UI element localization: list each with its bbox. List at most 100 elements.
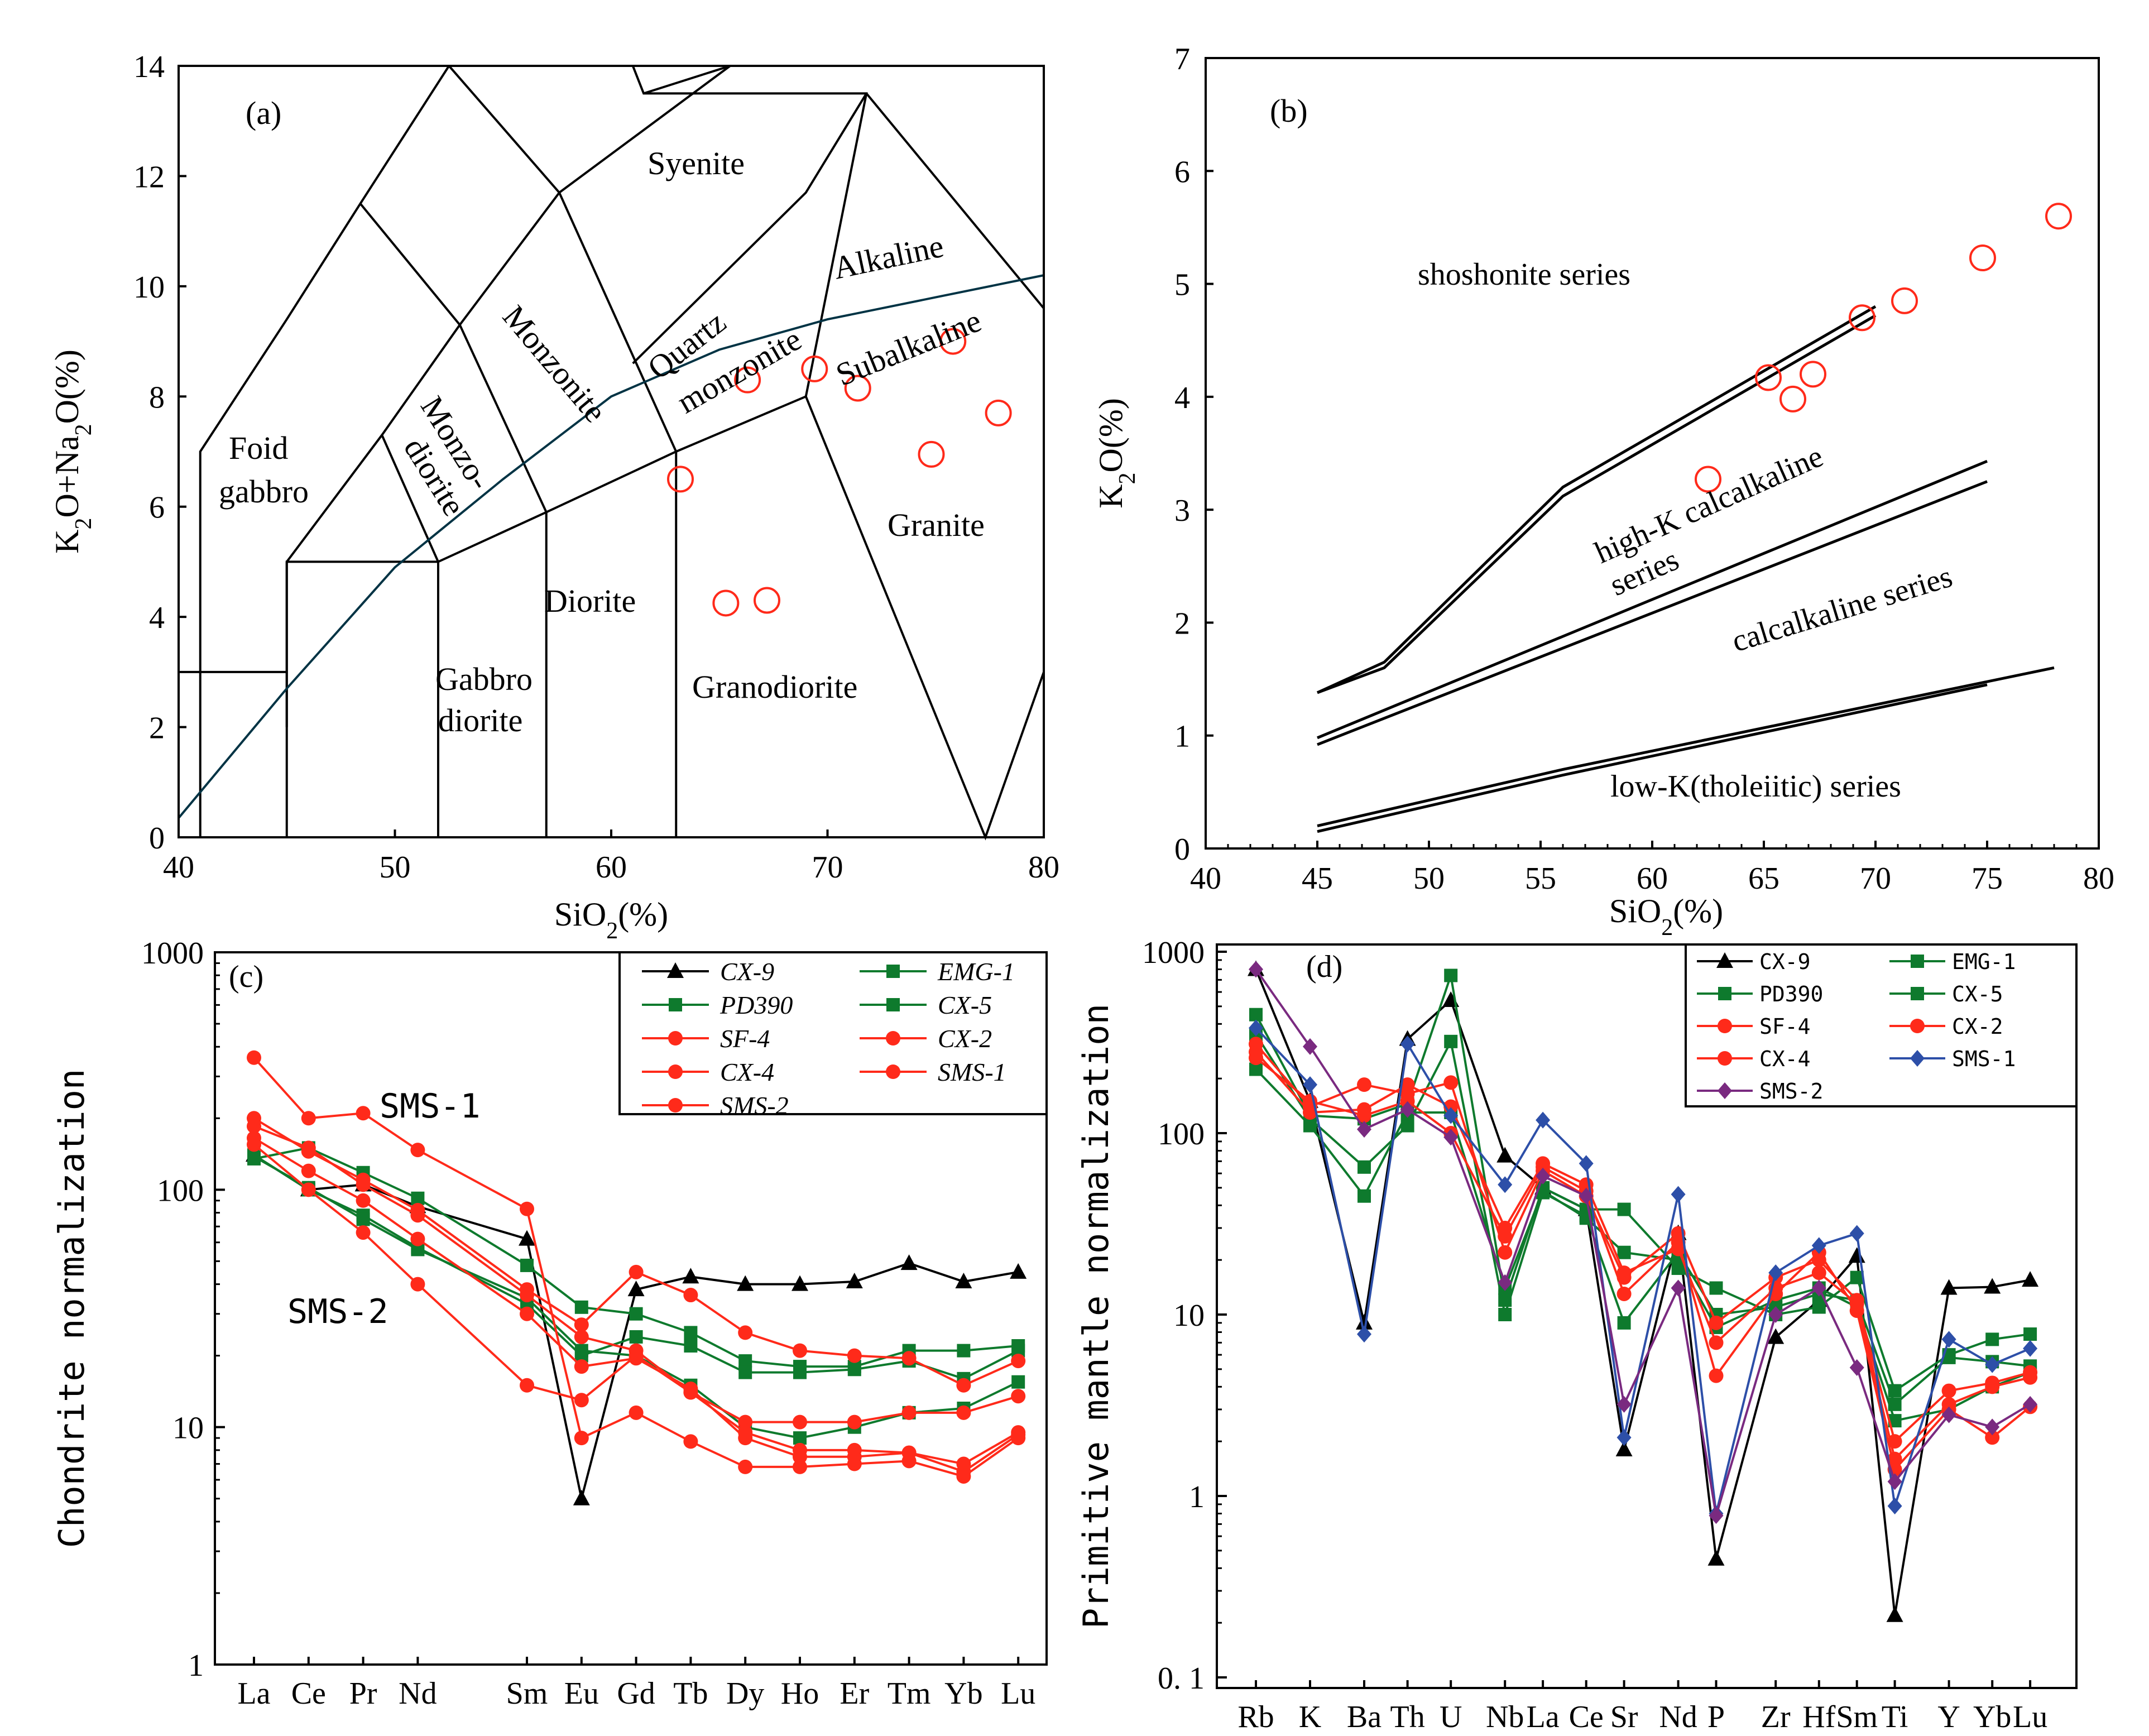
d-point-SMS-1-Ti <box>1887 1498 1902 1515</box>
c-point-SMS-2-Er <box>847 1442 862 1457</box>
d-point-SMS-2-P <box>1709 1507 1724 1524</box>
d-legend-marker <box>1718 987 1731 1000</box>
c-point-PD390-Ho <box>793 1365 807 1379</box>
d-axis-ticks: Rb K Ba Th U Nb La Ce Sr Nd P Zr Hf Sm Ti Y Yb Lu 0. 1 1 10 1… <box>1142 936 2047 1734</box>
c-legend-marker <box>669 998 682 1011</box>
series-boundary-4 <box>1317 480 1988 746</box>
c-point-CX-2-Tm <box>901 1351 917 1366</box>
c-xtick-label: Gd <box>617 1676 655 1711</box>
b-ytick-label: 5 <box>1174 268 1190 303</box>
c-point-SF-4-Tb <box>683 1434 698 1449</box>
c-legend-entry-SF-4: SF-4 <box>642 1024 770 1053</box>
c-legend-entry-CX-9: CX-9 <box>642 957 774 986</box>
panel-a: 40 50 60 70 80 0 2 4 6 8 10 12 14 (a) Foid gabbro Mo… <box>49 50 1059 944</box>
d-plot-frame <box>1216 943 2078 1689</box>
a-sample-point-5 <box>801 355 828 382</box>
c-point-CX-2-Eu <box>574 1317 589 1332</box>
c-xtick-label: Yb <box>944 1676 982 1711</box>
c-point-PD390-Er <box>847 1363 861 1377</box>
c-point-CX-5-Eu <box>574 1344 588 1358</box>
d-xtick-label: Rb <box>1237 1700 1274 1734</box>
d-series-SMS-2 <box>1249 961 2038 1524</box>
a-sample-point-7 <box>918 440 945 468</box>
c-ylabel: Chondrite normalization <box>51 1069 92 1548</box>
d-point-EMG-1-Rb <box>1249 1008 1263 1022</box>
a-sample-point-9 <box>985 399 1012 426</box>
c-point-CX-4-Sm <box>520 1288 534 1303</box>
a-sample-point-3 <box>754 587 780 614</box>
c-point-EMG-1-Gd <box>629 1307 643 1321</box>
c-point-SMS-2-Yb <box>956 1456 971 1471</box>
d-point-SMS-2-Y <box>1941 1406 1956 1423</box>
c-xtick-label: Dy <box>726 1676 764 1711</box>
d-point-CX-9-Sr <box>1615 1441 1633 1457</box>
d-legend-entry-SF-4: SF-4 <box>1697 1014 1811 1039</box>
c-legend-marker <box>886 965 900 978</box>
d-point-EMG-1-Lu <box>2023 1327 2037 1341</box>
d-legend: CX-9 EMG-1 PD390 CX-5 SF-4 CX-2 CX-4 SMS-1 SMS-2 <box>1685 943 2078 1107</box>
c-point-CX-9-Eu <box>573 1489 590 1505</box>
d-line-SMS-2 <box>1255 968 2031 1516</box>
a-sample-point-2 <box>712 589 740 617</box>
b-panel-label: (b) <box>1270 93 1308 129</box>
series-boundary-5 <box>1317 666 2055 827</box>
a-sample-point-4 <box>734 366 761 394</box>
d-point-SMS-1-Sr <box>1616 1429 1632 1446</box>
d-legend-entry-CX-2: CX-2 <box>1889 1014 2003 1039</box>
b-ytick-label: 4 <box>1174 381 1190 415</box>
alkaline-subalkaline-boundary <box>178 274 1044 819</box>
d-legend-marker <box>1911 955 1924 968</box>
c-point-CX-5-Ho <box>793 1431 807 1445</box>
c-point-CX-2-Lu <box>1011 1354 1026 1369</box>
a-sample-point-8 <box>939 328 967 355</box>
d-point-CX-4-Nb <box>1498 1229 1513 1244</box>
c-line-SF-4 <box>253 1057 1019 1478</box>
c-point-SMS-2-Tm <box>901 1445 917 1460</box>
b-xtick-label: 45 <box>1302 861 1333 896</box>
d-point-PD390-Ba <box>1357 1160 1371 1174</box>
c-ytick-label: 1000 <box>141 936 204 971</box>
d-legend-label: CX-9 <box>1759 949 1811 974</box>
c-legend-label: SMS-2 <box>720 1091 789 1120</box>
d-xtick-label: K <box>1299 1700 1321 1734</box>
c-legend-entry-SMS-2: SMS-2 <box>642 1091 789 1120</box>
c-xtick-label: Sm <box>506 1676 548 1711</box>
c-xtick-label: Tm <box>888 1676 931 1711</box>
d-point-SMS-2-Lu <box>2023 1395 2038 1413</box>
d-xtick-label: Y <box>1937 1700 1960 1734</box>
d-panel-label: (d) <box>1306 949 1342 984</box>
b-xtick-label: 70 <box>1860 861 1891 896</box>
d-point-SMS-1-Rb <box>1249 1019 1263 1037</box>
d-point-CX-9-Yb <box>1984 1278 2001 1294</box>
d-point-CX-2-Th <box>1400 1077 1415 1092</box>
d-point-SMS-2-Nd <box>1671 1279 1686 1297</box>
d-legend-entry-SMS-1: SMS-1 <box>1889 1047 2016 1071</box>
d-point-SMS-2-Yb <box>1985 1418 2000 1436</box>
d-point-CX-9-Lu <box>2022 1271 2039 1287</box>
c-point-CX-2-Dy <box>738 1325 753 1340</box>
field-line-7 <box>458 324 548 837</box>
d-point-CX-9-Nb <box>1496 1147 1514 1163</box>
d-line-PD390 <box>1255 1034 2031 1407</box>
d-point-SMS-1-La <box>1536 1111 1551 1129</box>
c-line-CX-4 <box>253 1125 1019 1423</box>
panel-c: La Ce Pr Nd Sm Eu Gd Tb Dy Ho Er Tm Yb Lu 1 10 100 1000 (… <box>51 936 1048 1711</box>
d-legend-label: PD390 <box>1759 982 1823 1006</box>
c-ree-patterns <box>246 1050 1027 1505</box>
b-ytick-label: 2 <box>1174 606 1190 641</box>
c-xtick-label: Tb <box>673 1676 708 1711</box>
c-xtick-label: Ho <box>781 1676 819 1711</box>
c-legend-entry-CX-2: CX-2 <box>860 1024 992 1053</box>
c-point-SMS-2-Nd <box>410 1277 425 1292</box>
d-point-SMS-1-Nb <box>1498 1176 1513 1193</box>
field-label-gabbro-diorite-1: Gabbro <box>435 661 533 697</box>
d-xtick-label: Ti <box>1882 1700 1908 1734</box>
d-xtick-label: Yb <box>1973 1700 2011 1734</box>
b-ytick-label: 0 <box>1174 832 1190 867</box>
c-legend-label: CX-2 <box>938 1024 992 1053</box>
b-xtick-label: 40 <box>1190 861 1221 896</box>
c-point-CX-2-Ho <box>793 1343 807 1358</box>
d-point-CX-4-La <box>1536 1159 1551 1174</box>
